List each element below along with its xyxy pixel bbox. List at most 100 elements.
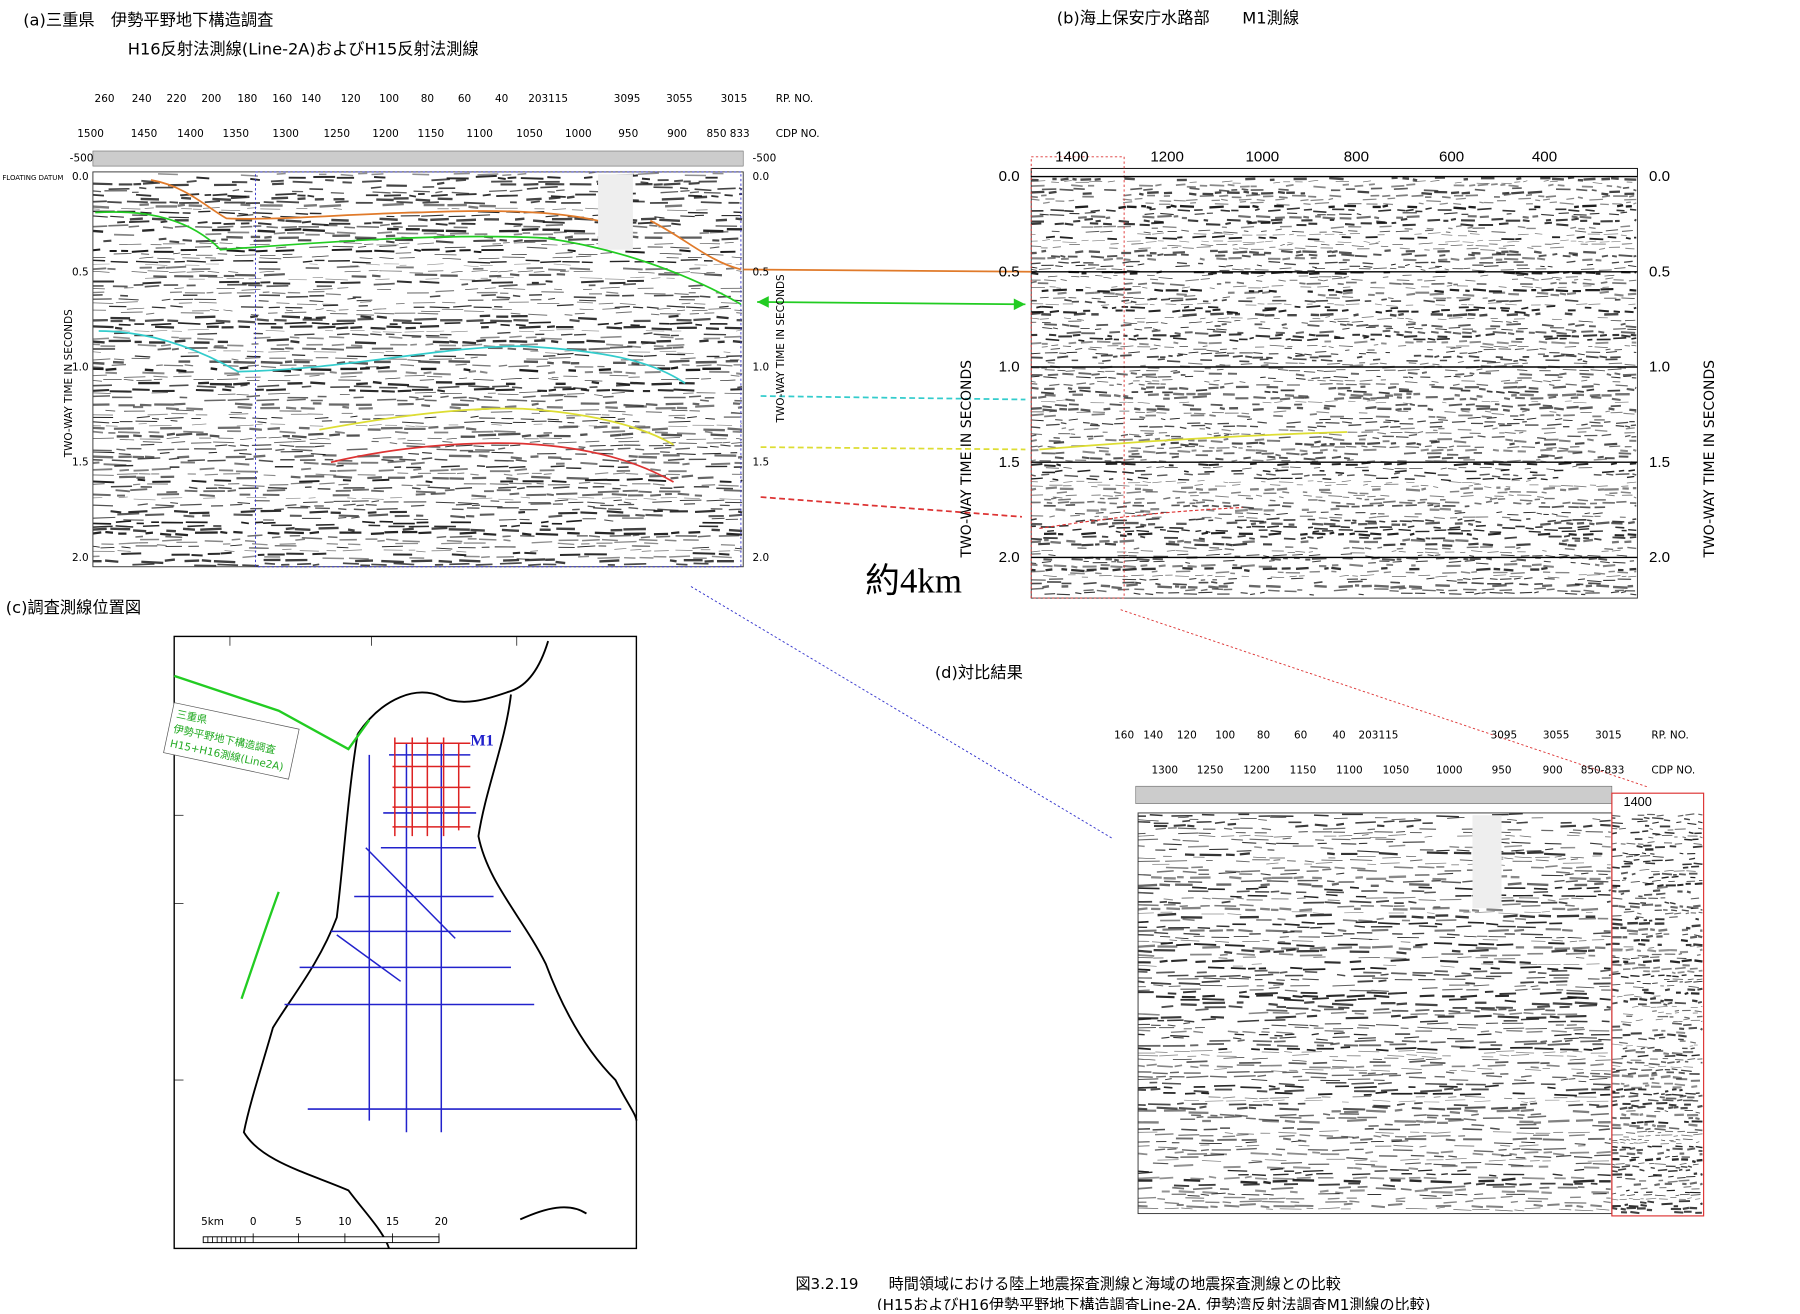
seismic-trace [1611,956,1687,960]
seismic-trace [1138,871,1608,877]
seismic-trace [1138,1087,1610,1093]
seismic-trace [1149,1081,1611,1086]
seismic-trace [1664,978,1703,981]
seismic-trace [1031,179,1633,184]
tick-label: 160 [1114,730,1134,742]
seismic-trace [1611,854,1664,858]
seismic-trace [1031,197,1637,203]
horizon [330,442,674,483]
seismic-trace [1619,1155,1690,1159]
seismic-trace [1611,1088,1683,1093]
seismic-trace [145,276,675,281]
section-a-frame [92,171,744,568]
seismic-trace [92,359,739,366]
seismic-trace [1045,336,1637,342]
seismic-trace [1031,494,1637,499]
inset-frame [1611,792,1705,1217]
seismic-trace [92,286,742,291]
tick-label: 3095 [614,93,641,105]
seismic-trace [92,436,743,442]
seismic-trace [103,237,739,244]
tick-label: 1000 [565,128,592,140]
seismic-trace [116,432,729,439]
seismic-trace [1031,284,1609,290]
seismic-trace [1053,440,1618,447]
tick-label: 80 [1257,730,1270,742]
seismic-trace [153,273,723,278]
seismic-trace [1045,465,1593,471]
seismic-trace [1621,1054,1700,1058]
grid [392,737,471,837]
seismic-trace [1138,1028,1610,1035]
seismic-trace [92,301,738,306]
seismic-trace [1623,875,1696,879]
seismic-trace [1031,277,1637,282]
seismic-trace [1031,207,1637,213]
seismic-trace [1611,841,1702,846]
seismic-trace [92,356,740,362]
arrow [760,446,1026,451]
seismic-trace [1138,963,1600,968]
seismic-trace [1611,816,1691,822]
seismic-trace [1138,1077,1608,1083]
time-tick: 0.5 [753,266,770,278]
seismic-trace [1138,812,1523,818]
caption: (H15およびH16伊勢平野地下構造調査Line-2A, 伊勢湾反射法調査M1測… [877,1296,1431,1310]
seismic-trace [1031,514,1626,520]
axis-name: CDP NO. [776,128,820,140]
seismic-trace [1611,921,1665,926]
seismic-trace [1186,1059,1586,1065]
seismic-trace [1611,1099,1699,1103]
seismic-trace [1628,932,1699,937]
seismic-trace [1043,531,1637,538]
seismic-trace [1191,1112,1609,1118]
seismic-trace [1230,893,1611,899]
seismic-trace [1611,1060,1703,1066]
seismic-trace [1045,235,1637,241]
seismic-trace [1611,1092,1700,1097]
seismic-trace [92,519,724,525]
seismic-trace [1620,892,1666,898]
seismic-trace [1031,221,1601,227]
time-tick: 1.0 [753,361,770,373]
seismic-trace [1031,385,1637,392]
time-tick: 1.0 [999,359,1020,376]
seismic-trace [1621,1210,1702,1215]
seismic-trace [1138,969,1611,975]
axis-name: RP. NO. [776,93,813,105]
seismic-trace [1623,910,1703,915]
seismic-trace [1138,1070,1611,1076]
seismic-trace [1611,885,1668,889]
seismic-trace [1611,1073,1682,1080]
scale-ticks [207,1233,440,1243]
horizon [319,407,674,446]
tick-label: 400 [1532,148,1557,165]
seismic-trace [1138,886,1600,892]
tick-label: 10 [338,1216,351,1228]
seismic-trace [1173,1182,1598,1188]
seismic-trace [1042,583,1634,590]
seismic-trace [1044,392,1630,398]
seismic-trace [92,338,743,345]
seismic-trace [1624,1049,1694,1056]
seismic-trace [142,440,743,445]
panel-title: (c)調査測線位置図 [6,598,141,617]
seismic-trace [1634,838,1699,841]
scale-note: 約4km [865,561,962,600]
time-tick: 2.0 [1649,549,1670,566]
seismic-trace [1031,308,1634,314]
seismic-trace [1611,882,1703,888]
seismic-trace [1031,379,1621,384]
seismic-trace [92,342,685,349]
seismic-trace [1047,360,1636,366]
seismic-trace [1611,945,1703,950]
coast [477,694,638,1121]
seismic-trace [1031,297,1621,304]
time-tick: 0.5 [1649,263,1670,280]
seismic-trace [1138,1202,1602,1209]
tick-label: 1150 [1290,764,1317,776]
seismic-trace [1611,1133,1703,1138]
seismic-trace [92,481,739,487]
seismic-trace [1031,340,1637,346]
tick-label: 260 [95,93,115,105]
